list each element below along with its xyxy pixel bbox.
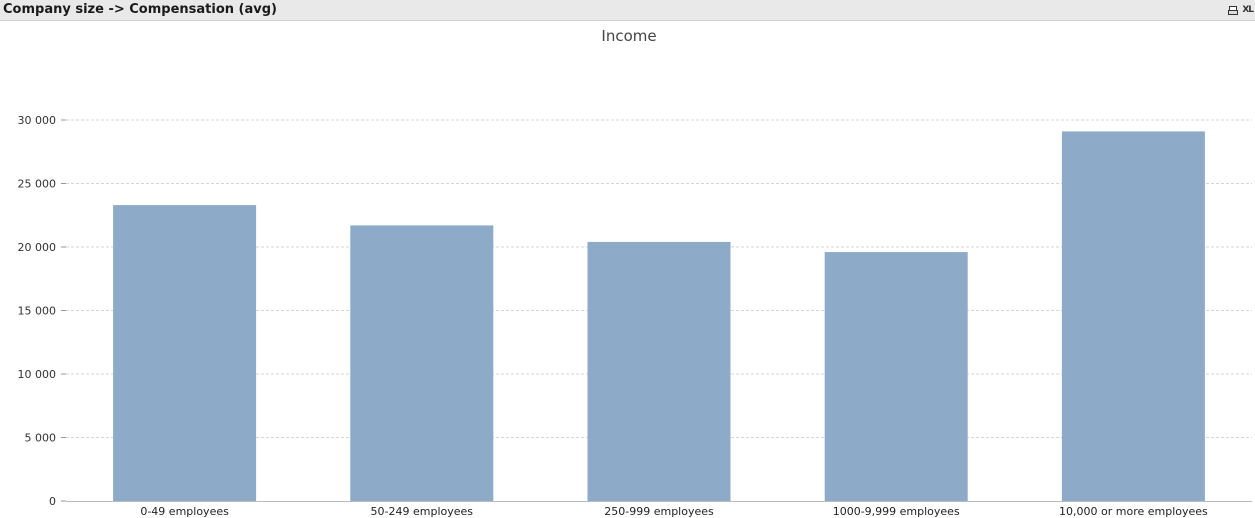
window-header: Company size -> Compensation (avg) XL (0, 0, 1255, 21)
y-tick-label: 0 (49, 495, 56, 508)
x-category-label: 0-49 employees (140, 505, 229, 518)
bar[interactable] (350, 225, 494, 501)
x-category-label: 10,000 or more employees (1059, 505, 1208, 518)
bar[interactable] (1061, 131, 1205, 501)
bar[interactable] (824, 252, 968, 501)
y-tick-label: 10 000 (18, 368, 57, 381)
x-category-label: 50-249 employees (371, 505, 474, 518)
y-tick-label: 30 000 (18, 114, 57, 127)
y-tick-label: 20 000 (18, 241, 57, 254)
chart-title: Income (601, 27, 656, 45)
y-tick-label: 15 000 (18, 305, 57, 318)
bar[interactable] (113, 205, 257, 501)
axis-layer: 0 5 000 10 000 15 000 20 000 25 000 30 000 0-49… (18, 114, 1252, 518)
y-tick-label: 25 000 (18, 178, 57, 191)
print-icon[interactable] (1228, 5, 1239, 15)
window-title: Company size -> Compensation (avg) (3, 2, 277, 17)
xl-export-icon[interactable]: XL (1242, 5, 1254, 15)
x-category-label: 1000-9,999 employees (833, 505, 960, 518)
bar-layer (113, 131, 1205, 502)
bar[interactable] (587, 241, 731, 502)
x-category-label: 250-999 employees (604, 505, 714, 518)
bar-chart: Income 0 5 000 10 000 15 000 20 000 25 000 30 … (18, 27, 1252, 518)
header-icons: XL (1228, 3, 1254, 17)
y-tick-label: 5 000 (25, 432, 57, 445)
